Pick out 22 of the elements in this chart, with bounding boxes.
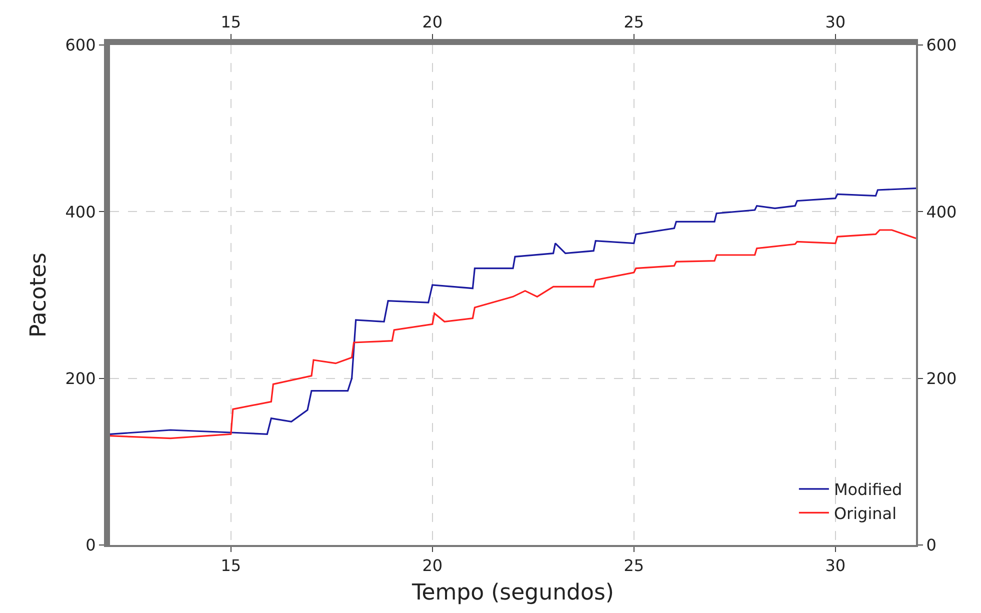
line-series: [110, 188, 916, 435]
y-axis-title: Pacotes: [26, 252, 52, 338]
y2-tick-label: 400: [926, 202, 957, 222]
x-axis-title: Tempo (segundos): [411, 580, 614, 606]
x2-tick-label: 20: [422, 12, 443, 32]
legend-label: Modified: [834, 480, 902, 500]
x-tick-label: 20: [422, 556, 443, 576]
x-tick-label: 30: [825, 556, 846, 576]
x-tick-label: 15: [220, 556, 242, 576]
x2-tick-label: 15: [220, 12, 242, 32]
x2-tick-label: 25: [624, 12, 644, 32]
legend-label: Original: [834, 504, 897, 523]
x2-tick-label: 30: [825, 12, 846, 32]
y-tick-label: 600: [65, 36, 96, 55]
x-tick-label: 25: [624, 556, 644, 576]
y-tick-label: 400: [65, 202, 96, 222]
y2-tick-label: 200: [926, 368, 957, 388]
y-tick-label: 0: [86, 536, 96, 555]
y2-tick-label: 600: [926, 36, 957, 55]
y-tick-label: 200: [65, 368, 96, 388]
y2-tick-label: 0: [926, 536, 936, 555]
line-series: [110, 229, 916, 440]
